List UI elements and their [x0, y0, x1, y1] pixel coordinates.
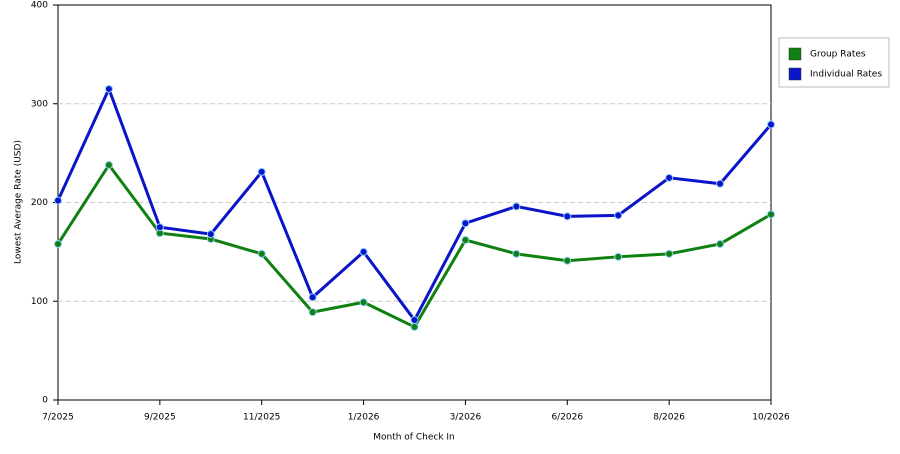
x-tick-label: 9/2025 — [144, 413, 176, 423]
y-tick-label: 200 — [31, 198, 48, 208]
data-point — [104, 160, 113, 169]
series-line — [56, 85, 773, 323]
data-point — [257, 249, 266, 258]
data-point — [665, 249, 674, 258]
data-point — [614, 252, 623, 261]
x-tick-label: 7/2025 — [42, 413, 74, 423]
y-tick-label: 100 — [31, 297, 48, 307]
data-point — [54, 196, 62, 205]
y-tick-label: 400 — [31, 1, 48, 11]
y-tick-label: 300 — [31, 99, 48, 109]
data-point — [563, 256, 572, 265]
legend-label: Group Rates — [810, 50, 866, 60]
x-tick-label: 8/2026 — [653, 413, 685, 423]
data-point — [512, 202, 521, 211]
legend-swatch — [788, 67, 802, 81]
data-point — [155, 223, 164, 232]
data-point — [104, 84, 113, 93]
data-point — [308, 308, 317, 317]
data-point — [563, 212, 572, 221]
data-point — [614, 211, 623, 220]
data-point — [512, 249, 521, 258]
data-point — [257, 167, 266, 176]
data-point — [461, 236, 470, 245]
data-point — [54, 239, 62, 248]
data-point — [461, 219, 470, 228]
data-point — [410, 316, 419, 325]
y-tick-label: 0 — [42, 396, 48, 406]
data-point — [359, 298, 368, 307]
data-point — [206, 230, 215, 239]
x-tick-label: 11/2025 — [243, 413, 280, 423]
data-point — [665, 173, 674, 182]
legend-swatch — [788, 47, 802, 61]
data-point — [767, 210, 775, 219]
data-point — [410, 322, 419, 331]
series-line — [56, 162, 772, 329]
data-point — [716, 239, 725, 248]
x-tick-label: 1/2026 — [348, 413, 380, 423]
x-tick-label: 10/2026 — [752, 413, 790, 423]
data-point — [767, 120, 775, 129]
data-point — [308, 293, 317, 302]
data-point — [716, 179, 725, 188]
y-axis-label: Lowest Average Rate (USD) — [14, 140, 24, 264]
x-axis-label: Month of Check In — [373, 433, 455, 443]
x-tick-label: 3/2026 — [450, 413, 482, 423]
x-tick-label: 6/2026 — [551, 413, 583, 423]
legend-label: Individual Rates — [810, 70, 882, 80]
data-point — [359, 247, 368, 256]
